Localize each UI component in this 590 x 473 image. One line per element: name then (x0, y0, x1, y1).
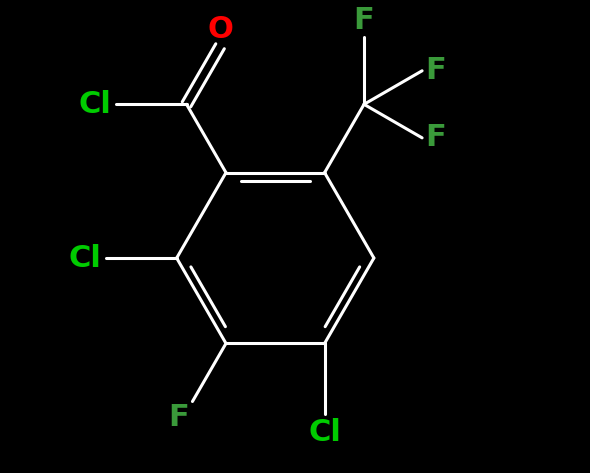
Text: F: F (425, 123, 446, 152)
Text: Cl: Cl (78, 90, 112, 119)
Text: F: F (353, 6, 375, 35)
Text: Cl: Cl (308, 419, 341, 447)
Text: F: F (169, 403, 189, 432)
Text: F: F (425, 56, 446, 85)
Text: O: O (207, 15, 233, 44)
Text: Cl: Cl (69, 244, 101, 272)
